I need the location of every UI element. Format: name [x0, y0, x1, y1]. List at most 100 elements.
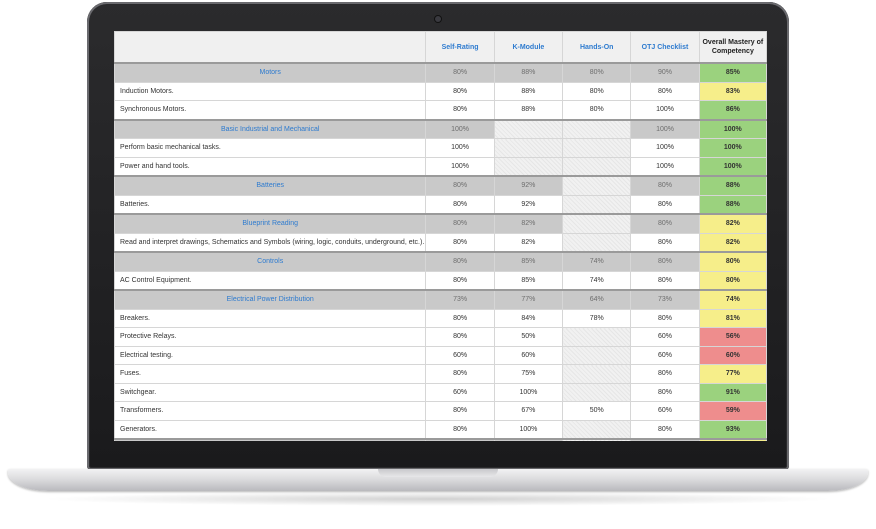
k-module-cell: 75%: [493, 364, 564, 384]
otj-checklist-cell: 100%: [630, 156, 700, 177]
competency-name[interactable]: Synchronous Motors.: [114, 100, 427, 120]
k-module-cell: 85%: [493, 270, 564, 291]
header-otj-checklist[interactable]: OTJ Checklist: [630, 31, 700, 64]
competency-name[interactable]: Motors: [114, 62, 427, 83]
table-row: Batteries. 80% 92% 80% 88%: [114, 194, 767, 215]
competency-name[interactable]: Basic Industrial and Mechanical: [114, 118, 427, 139]
k-module-cell: 88%: [493, 81, 564, 101]
self-rating-cell: 100%: [425, 138, 495, 158]
header-hands-on[interactable]: Hands-On: [562, 31, 632, 64]
competency-name[interactable]: AC Control Equipment.: [114, 270, 427, 291]
hands-on-cell: 64%: [562, 289, 632, 310]
hands-on-cell: 50%: [562, 401, 632, 421]
self-rating-cell: 80%: [425, 251, 495, 272]
overall-mastery-cell: 82%: [698, 232, 767, 253]
hands-on-cell: 78%: [562, 308, 632, 328]
k-module-cell: 60%: [493, 345, 564, 365]
k-module-cell: [493, 138, 564, 158]
self-rating-cell: 80%: [425, 401, 495, 421]
k-module-cell: 82%: [493, 232, 564, 253]
otj-checklist-cell: 60%: [630, 327, 700, 347]
overall-mastery-cell: 100%: [698, 138, 767, 158]
hands-on-cell: [562, 194, 632, 215]
table-row: Perform basic mechanical tasks. 100% 100% 1…: [114, 138, 767, 158]
competency-name[interactable]: Generators.: [114, 419, 427, 440]
self-rating-cell: 80%: [425, 62, 495, 83]
overall-mastery-cell: 88%: [698, 175, 767, 196]
self-rating-cell: 80%: [425, 213, 495, 234]
overall-mastery-cell: 88%: [698, 194, 767, 215]
k-module-cell: [493, 118, 564, 139]
hands-on-cell: [562, 175, 632, 196]
competency-name[interactable]: Electrical testing.: [114, 345, 427, 365]
overall-mastery-cell: 91%: [698, 382, 767, 402]
hands-on-cell: [562, 138, 632, 158]
hands-on-cell: [562, 364, 632, 384]
table-row: Protective Relays. 80% 50% 60% 56%: [114, 327, 767, 347]
self-rating-cell: 80%: [425, 270, 495, 291]
hands-on-cell: 74%: [562, 251, 632, 272]
laptop-base: [8, 469, 868, 491]
k-module-cell: 85%: [493, 251, 564, 272]
table-row: Electrical testing. 60% 60% 60% 60%: [114, 345, 767, 365]
hands-on-cell: [562, 438, 632, 441]
overall-mastery-cell: 100%: [698, 156, 767, 177]
competency-name[interactable]: Batteries.: [114, 194, 427, 215]
header-corner: [114, 31, 427, 64]
table-row: Switchgear. 60% 100% 80% 91%: [114, 382, 767, 402]
self-rating-cell: 60%: [425, 382, 495, 402]
overall-mastery-cell: 81%: [698, 308, 767, 328]
competency-name[interactable]: Annunciators and Transfer Switches: [114, 438, 427, 441]
category-row: Motors 80% 88% 80% 90% 85%: [114, 62, 767, 83]
overall-mastery-cell: 77%: [698, 364, 767, 384]
competency-name[interactable]: Blueprint Reading: [114, 213, 427, 234]
k-module-cell: 75%: [493, 438, 564, 441]
hands-on-cell: [562, 213, 632, 234]
hands-on-cell: [562, 327, 632, 347]
otj-checklist-cell: 80%: [630, 270, 700, 291]
otj-checklist-cell: 80%: [630, 308, 700, 328]
table-row: Induction Motors. 80% 88% 80% 80% 83%: [114, 81, 767, 101]
k-module-cell: 88%: [493, 62, 564, 83]
competency-name[interactable]: Perform basic mechanical tasks.: [114, 138, 427, 158]
competency-name[interactable]: Breakers.: [114, 308, 427, 328]
laptop-screen: Self-Rating K-Module Hands-On OTJ Checkl…: [114, 31, 767, 441]
header-self-rating[interactable]: Self-Rating: [425, 31, 495, 64]
category-row: Controls 80% 85% 74% 80% 80%: [114, 251, 767, 272]
competency-name[interactable]: Induction Motors.: [114, 81, 427, 101]
k-module-cell: 100%: [493, 382, 564, 402]
competency-name[interactable]: Read and interpret drawings, Schematics …: [114, 232, 427, 253]
competency-name[interactable]: Power and hand tools.: [114, 156, 427, 177]
header-overall-mastery: Overall Mastery of Competency: [698, 31, 767, 64]
hands-on-cell: [562, 345, 632, 365]
k-module-cell: 82%: [493, 213, 564, 234]
overall-mastery-cell: 85%: [698, 62, 767, 83]
self-rating-cell: 80%: [425, 308, 495, 328]
overall-mastery-cell: 59%: [698, 401, 767, 421]
otj-checklist-cell: 100%: [630, 100, 700, 120]
otj-checklist-cell: 80%: [630, 232, 700, 253]
table-row: Power and hand tools. 100% 100% 100%: [114, 156, 767, 177]
competency-name[interactable]: Transformers.: [114, 401, 427, 421]
category-row: Batteries 80% 92% 80% 88%: [114, 175, 767, 196]
hands-on-cell: [562, 118, 632, 139]
otj-checklist-cell: 100%: [630, 118, 700, 139]
competency-name[interactable]: Controls: [114, 251, 427, 272]
table-row: Breakers. 80% 84% 78% 80% 81%: [114, 308, 767, 328]
competency-name[interactable]: Fuses.: [114, 364, 427, 384]
competency-name[interactable]: Protective Relays.: [114, 327, 427, 347]
hands-on-cell: [562, 232, 632, 253]
self-rating-cell: 80%: [425, 438, 495, 441]
self-rating-cell: 80%: [425, 327, 495, 347]
competency-name[interactable]: Electrical Power Distribution: [114, 289, 427, 310]
overall-mastery-cell: 100%: [698, 118, 767, 139]
camera-icon: [435, 16, 441, 22]
otj-checklist-cell: 80%: [630, 419, 700, 440]
overall-mastery-cell: 86%: [698, 100, 767, 120]
competency-name[interactable]: Switchgear.: [114, 382, 427, 402]
overall-mastery-cell: 56%: [698, 327, 767, 347]
k-module-cell: 84%: [493, 308, 564, 328]
competency-name[interactable]: Batteries: [114, 175, 427, 196]
table-row: Fuses. 80% 75% 80% 77%: [114, 364, 767, 384]
header-k-module[interactable]: K-Module: [493, 31, 564, 64]
